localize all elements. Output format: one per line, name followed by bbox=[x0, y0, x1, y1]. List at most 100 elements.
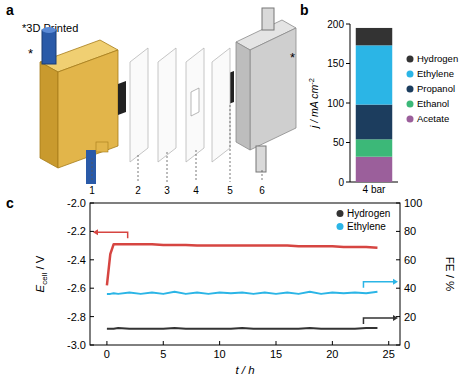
y-label: Ecell / V bbox=[34, 255, 49, 292]
y-tick bbox=[90, 203, 94, 204]
block-side bbox=[250, 28, 296, 150]
leader bbox=[262, 170, 263, 182]
leader bbox=[92, 158, 93, 182]
connector bbox=[256, 146, 266, 172]
legend-label: Ethylene bbox=[417, 68, 454, 79]
y2-tick bbox=[396, 345, 400, 346]
x-tick-label: 4 bar bbox=[363, 184, 386, 195]
y2-tick-label: 80 bbox=[404, 225, 416, 237]
bar-chart: 050100150200j / mA cm-24 barHydrogenEthy… bbox=[307, 19, 458, 196]
y-tick bbox=[90, 288, 94, 289]
y-tick bbox=[90, 316, 94, 317]
window bbox=[191, 88, 199, 116]
axis-arrows bbox=[93, 229, 398, 324]
legend-swatch bbox=[407, 56, 414, 63]
y-tick bbox=[346, 24, 350, 25]
legend-swatch bbox=[407, 116, 414, 123]
panel-label: c bbox=[6, 195, 14, 211]
bar-segment bbox=[356, 45, 392, 104]
legend-swatch bbox=[407, 86, 414, 93]
leader bbox=[196, 150, 197, 182]
series-line bbox=[107, 292, 378, 294]
connector bbox=[42, 30, 56, 64]
x-tick-label: 20 bbox=[326, 348, 338, 360]
part-number: 4 bbox=[193, 185, 199, 196]
bar-segment bbox=[356, 157, 392, 182]
y-label-part: j / mA cm bbox=[308, 84, 320, 130]
note-label: *3D Printed bbox=[22, 22, 78, 34]
legend-swatch bbox=[337, 223, 344, 230]
connector-cap bbox=[42, 27, 56, 33]
block-side bbox=[40, 62, 58, 168]
legend: HydrogenEthylene bbox=[337, 208, 391, 232]
y2-label: FE / % bbox=[444, 257, 456, 292]
x-tick-label: 5 bbox=[160, 348, 166, 360]
arrow-head bbox=[93, 229, 98, 235]
legend-label: Hydrogen bbox=[417, 53, 458, 64]
electrode bbox=[118, 81, 126, 115]
layer bbox=[212, 48, 230, 162]
arrow bbox=[363, 282, 396, 288]
y-tick-label: -3.0 bbox=[67, 339, 86, 351]
legend-swatch bbox=[407, 101, 414, 108]
leader bbox=[138, 155, 139, 182]
y-tick-label: 150 bbox=[327, 58, 344, 69]
x-tick bbox=[219, 341, 220, 345]
y-tick-label: -2.4 bbox=[67, 254, 86, 266]
x-tick bbox=[276, 341, 277, 345]
y-label-part: / V bbox=[34, 255, 46, 273]
x-tick bbox=[106, 341, 107, 345]
y-tick bbox=[346, 63, 350, 64]
part-number: 6 bbox=[259, 185, 265, 196]
leader bbox=[167, 152, 168, 182]
y2-tick-label: 60 bbox=[404, 254, 416, 266]
y2-tick bbox=[396, 203, 400, 204]
y-label-sub: cell bbox=[40, 273, 49, 285]
x-tick-label: 25 bbox=[383, 348, 395, 360]
panel-label: a bbox=[6, 2, 14, 18]
part-number: 2 bbox=[135, 185, 141, 196]
y-tick bbox=[90, 345, 94, 346]
x-tick bbox=[163, 341, 164, 345]
leader bbox=[230, 105, 231, 182]
y-tick-label: -2.2 bbox=[67, 225, 86, 237]
y-tick-label: -2.0 bbox=[67, 197, 86, 209]
bars bbox=[356, 28, 392, 182]
y-tick bbox=[346, 142, 350, 143]
series-line bbox=[107, 244, 378, 285]
port bbox=[96, 142, 108, 152]
marker: * bbox=[28, 46, 33, 61]
y-tick-label: -2.8 bbox=[67, 311, 86, 323]
legend: HydrogenEthylenePropanolEthanolAcetate bbox=[407, 53, 459, 124]
y-tick bbox=[90, 231, 94, 232]
legend-label: Acetate bbox=[417, 113, 449, 124]
y2-tick-label: 40 bbox=[404, 282, 416, 294]
y-tick-label: 50 bbox=[333, 137, 345, 148]
legend-swatch bbox=[407, 71, 414, 78]
plot-frame bbox=[90, 203, 400, 345]
arrow bbox=[96, 232, 128, 238]
y-tick-label: -2.6 bbox=[67, 282, 86, 294]
lines bbox=[107, 244, 378, 328]
x-tick bbox=[388, 341, 389, 345]
part-number: 3 bbox=[164, 185, 170, 196]
layer bbox=[158, 48, 176, 162]
y-tick bbox=[346, 103, 350, 104]
line-chart: 0510152025-2.0-2.2-2.4-2.6-2.8-3.0020406… bbox=[34, 197, 456, 376]
connector bbox=[262, 8, 274, 30]
cell-diagram: *3D Printed**123456 bbox=[22, 8, 296, 196]
x-tick-label: 10 bbox=[214, 348, 226, 360]
y2-tick bbox=[396, 316, 400, 317]
x-tick bbox=[332, 341, 333, 345]
series-line bbox=[107, 327, 378, 330]
x-label: t / h bbox=[235, 364, 254, 376]
arrow-head bbox=[393, 315, 398, 321]
y-tick-label: 200 bbox=[327, 19, 344, 30]
connector bbox=[86, 150, 96, 184]
y-label-sup: -2 bbox=[307, 78, 316, 85]
bar-segment bbox=[356, 28, 392, 45]
y2-tick bbox=[396, 259, 400, 260]
part-number: 1 bbox=[89, 185, 95, 196]
legend-label: Hydrogen bbox=[347, 208, 390, 219]
arrow-head bbox=[393, 279, 398, 285]
